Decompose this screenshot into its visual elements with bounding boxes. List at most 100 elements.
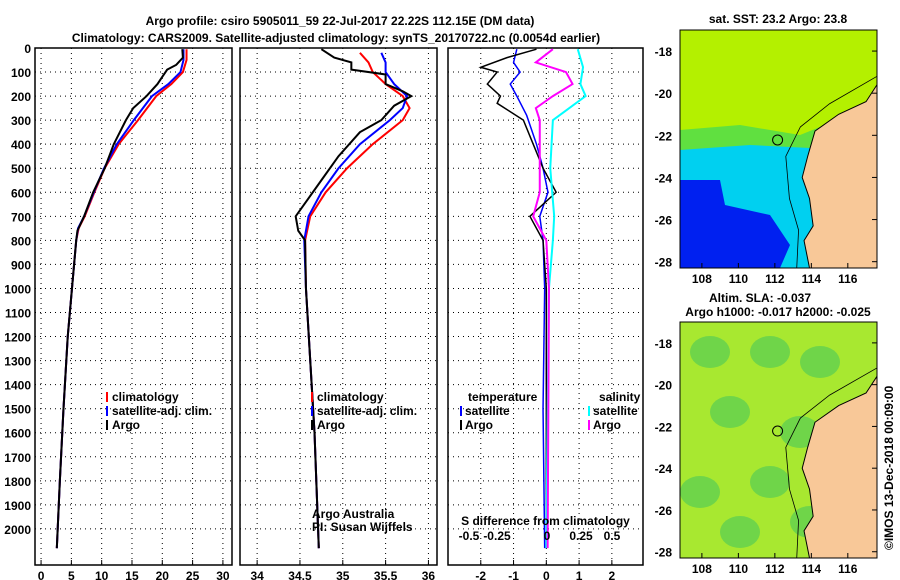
sla-eddy (720, 516, 760, 548)
map-sla: 108 110 112 114 116 -18 -20 -22 -24 -26 -28 (655, 321, 878, 576)
x-tick-label: 5 (68, 569, 75, 580)
x-tick-label: 35.5 (374, 569, 398, 580)
profile-location-marker (772, 425, 784, 437)
x-tick-label-secondary: -0.25 (483, 529, 511, 543)
plot-frame (34, 47, 233, 566)
lat-tick-label: -22 (655, 129, 673, 143)
x-tick-label-secondary: -0.5 (459, 529, 480, 543)
lon-tick-label: 114 (802, 272, 822, 286)
sla-eddy (750, 336, 790, 368)
isobath (785, 75, 877, 268)
y-tick-label: 2000 (4, 523, 31, 537)
series-line-s-argo (532, 48, 574, 549)
legend-title: temperature (468, 390, 538, 404)
x-tick-label: 1 (576, 569, 583, 580)
legend-label: Argo (317, 418, 345, 432)
x-tick-label-secondary: 0.25 (569, 529, 593, 543)
y-tick-label: 1200 (4, 331, 31, 345)
sla-eddy (800, 346, 840, 378)
imos-credit: ©IMOS 13-Dec-2018 00:09:00 (882, 385, 896, 550)
series-line-s-satellite (545, 48, 587, 549)
lat-tick-label: -28 (655, 546, 673, 560)
y-tick-label: 0 (24, 42, 31, 56)
x-tick-label: 20 (156, 569, 170, 580)
lon-tick-label: 116 (838, 562, 858, 576)
title-line-1: Argo profile: csiro 5905011_59 22-Jul-20… (146, 14, 535, 28)
y-tick-label: 500 (11, 162, 31, 176)
x-tick-label-secondary: 0.5 (604, 529, 621, 543)
lat-tick-label: -20 (655, 87, 673, 101)
lon-tick-label: 108 (692, 272, 712, 286)
isobath (785, 367, 877, 558)
sst-cold-patch (680, 180, 790, 268)
lat-tick-label: -26 (655, 504, 673, 518)
annotation: PI: Susan Wijffels (312, 520, 413, 534)
x-tick-label: 30 (216, 569, 230, 580)
y-tick-label: 900 (11, 258, 31, 272)
lat-tick-label: -22 (655, 420, 673, 434)
profile-location-marker (772, 134, 784, 146)
x-tick-label: 34.5 (288, 569, 312, 580)
lon-tick-label: 110 (729, 272, 749, 286)
x-tick-label: 0 (38, 569, 45, 580)
x-tick-label: -1 (508, 569, 519, 580)
y-tick-label: 700 (11, 210, 31, 224)
y-tick-label: 1700 (4, 451, 31, 465)
y-tick-label: 1600 (4, 427, 31, 441)
legend-label: Argo (112, 418, 140, 432)
plot-frame (239, 47, 438, 566)
y-tick-label: 1900 (4, 499, 31, 513)
lat-tick-label: -24 (655, 462, 673, 476)
legend-label: satellite (593, 404, 638, 418)
sla-eddy (710, 396, 750, 428)
x-tick-label: 34 (250, 569, 264, 580)
lat-tick-label: -18 (655, 45, 673, 59)
y-tick-label: 800 (11, 234, 31, 248)
x-tick-label: 15 (125, 569, 139, 580)
legend-label: climatology (112, 390, 179, 404)
y-tick-label: 1300 (4, 355, 31, 369)
y-tick-label: 1100 (5, 307, 31, 321)
map-sst: 108 110 112 114 116 -18 -20 -22 -24 -26 -28 (655, 29, 878, 286)
land (801, 83, 877, 268)
y-tick-label: 1000 (4, 282, 31, 296)
map-field (680, 30, 877, 268)
sst-map-title: sat. SST: 23.2 Argo: 23.8 (709, 12, 848, 26)
y-tick-label: 1400 (4, 379, 31, 393)
legend-label: satellite-adj. clim. (317, 404, 417, 418)
lon-tick-label: 108 (692, 562, 712, 576)
lat-tick-label: -18 (655, 337, 673, 351)
title-line-2: Climatology: CARS2009. Satellite-adjuste… (72, 31, 600, 45)
x-tick-label-secondary: 0 (544, 529, 551, 543)
legend-label: satellite-adj. clim. (112, 404, 212, 418)
annotation: Argo Australia (312, 507, 395, 521)
x-tick-label: 36 (422, 569, 436, 580)
lon-tick-label: 116 (838, 272, 858, 286)
legend-label: Argo (593, 418, 621, 432)
plot-frame (447, 47, 644, 566)
legend-label: satellite (465, 404, 510, 418)
x-tick-label: 2 (609, 569, 616, 580)
series-line-argo (294, 48, 414, 549)
legend-label: climatology (317, 390, 384, 404)
lon-tick-label: 114 (802, 562, 822, 576)
lat-tick-label: -24 (655, 171, 673, 185)
map-frame (679, 321, 878, 559)
lon-tick-label: 112 (765, 272, 785, 286)
y-tick-label: 100 (11, 66, 31, 80)
panel-temperature: 0100200300400500600700800900100011001200… (4, 42, 233, 580)
y-tick-label: 1800 (4, 475, 31, 489)
y-tick-label: 600 (11, 186, 31, 200)
lon-tick-label: 112 (765, 562, 785, 576)
x-axis-label-secondary: S difference from climatology (461, 514, 630, 528)
y-tick-label: 400 (11, 138, 31, 152)
sla-eddy (750, 466, 790, 498)
map-field (680, 322, 877, 558)
lat-tick-label: -28 (655, 256, 673, 270)
sla-map-title: Altim. SLA: -0.037 (709, 291, 811, 305)
sla-map-subtitle: Argo h1000: -0.017 h2000: -0.025 (685, 305, 871, 319)
legend-title: salinity (599, 390, 641, 404)
x-tick-label: 10 (95, 569, 109, 580)
y-tick-label: 200 (11, 90, 31, 104)
